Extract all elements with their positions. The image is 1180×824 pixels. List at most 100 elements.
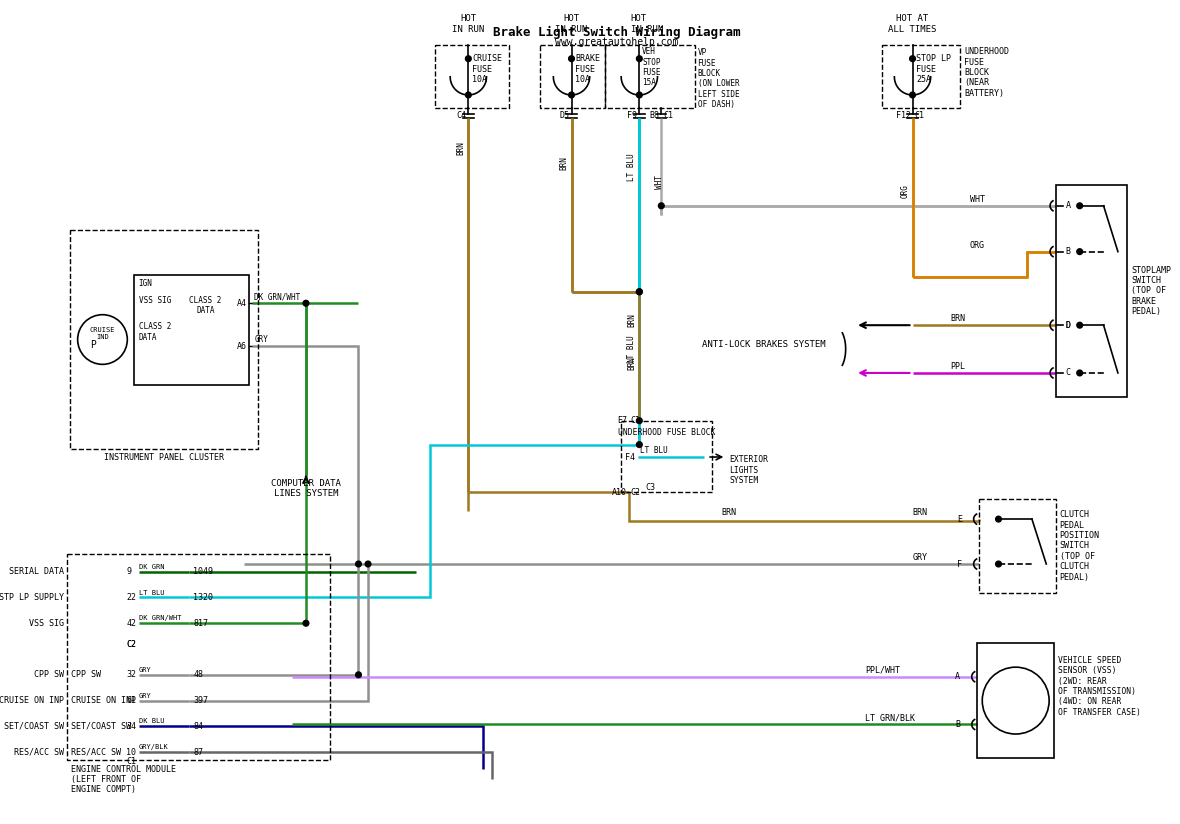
Text: STOP LP
FUSE
25A: STOP LP FUSE 25A: [917, 54, 951, 84]
Text: BRN: BRN: [628, 357, 636, 370]
Text: SERIAL DATA: SERIAL DATA: [9, 567, 64, 576]
Text: B8: B8: [649, 111, 660, 120]
Text: C2: C2: [126, 639, 137, 648]
Circle shape: [1077, 370, 1082, 376]
Circle shape: [365, 561, 371, 567]
Text: ORG: ORG: [970, 241, 985, 250]
Text: A10: A10: [612, 488, 627, 497]
Text: DK GRN: DK GRN: [139, 564, 164, 569]
Text: CPP SW: CPP SW: [34, 670, 64, 679]
Bar: [977, 644, 1054, 758]
Text: C3: C3: [645, 483, 655, 492]
Text: HOT
IN RUN: HOT IN RUN: [452, 15, 485, 34]
Circle shape: [996, 517, 1002, 522]
Text: 9: 9: [126, 567, 131, 576]
Circle shape: [1077, 249, 1082, 255]
Text: LT BLU: LT BLU: [139, 589, 164, 596]
Circle shape: [636, 56, 642, 62]
Text: C: C: [1066, 368, 1070, 377]
Text: D: D: [1066, 321, 1070, 330]
Text: ORG: ORG: [900, 185, 910, 199]
Text: CRUISE
IND: CRUISE IND: [90, 327, 116, 340]
Text: E: E: [957, 515, 962, 523]
Text: F12: F12: [896, 111, 911, 120]
Text: E7: E7: [617, 416, 627, 425]
Text: 817: 817: [194, 619, 208, 628]
Circle shape: [303, 301, 309, 306]
Circle shape: [465, 92, 471, 98]
Text: C1: C1: [914, 111, 924, 120]
Text: INSTRUMENT PANEL CLUSTER: INSTRUMENT PANEL CLUSTER: [104, 453, 224, 462]
Text: HOT
IN RUN: HOT IN RUN: [631, 15, 663, 34]
Text: CLASS 2
DATA: CLASS 2 DATA: [190, 296, 222, 315]
Text: VEHICLE SPEED
SENSOR (VSS)
(2WD: REAR
OF TRANSMISSION)
(4WD: ON REAR
OF TRANSFER: VEHICLE SPEED SENSOR (VSS) (2WD: REAR OF…: [1057, 656, 1141, 717]
Circle shape: [636, 442, 642, 447]
Bar: [540, 45, 605, 108]
Text: BRN: BRN: [721, 508, 736, 517]
Bar: [1056, 185, 1127, 397]
Text: WHT: WHT: [655, 175, 664, 189]
Circle shape: [569, 56, 575, 62]
Text: DK GRN/WHT: DK GRN/WHT: [139, 616, 182, 621]
Text: 42: 42: [126, 619, 137, 628]
Text: D5: D5: [559, 111, 570, 120]
Bar: [881, 45, 961, 108]
Text: RES/ACC SW: RES/ACC SW: [14, 747, 64, 756]
Text: 22: 22: [126, 593, 137, 602]
Text: LT BLU: LT BLU: [628, 154, 636, 181]
Bar: [621, 421, 712, 493]
Text: F9: F9: [628, 111, 637, 120]
Text: A4: A4: [237, 299, 247, 307]
Circle shape: [355, 672, 361, 677]
Bar: [67, 555, 330, 760]
Text: B: B: [1066, 247, 1070, 256]
Text: LT BLU: LT BLU: [641, 446, 668, 455]
Text: B: B: [956, 720, 961, 729]
Text: 10: 10: [126, 747, 137, 756]
Text: BRN: BRN: [457, 142, 465, 156]
Text: BRN: BRN: [912, 508, 927, 517]
Text: P: P: [90, 340, 96, 350]
Text: Brake Light Switch Wiring Diagram: Brake Light Switch Wiring Diagram: [493, 26, 740, 40]
Text: GRY/BLK: GRY/BLK: [139, 744, 169, 751]
Circle shape: [636, 92, 642, 98]
Text: C2: C2: [631, 488, 641, 497]
Text: C1: C1: [663, 111, 674, 120]
Circle shape: [636, 289, 642, 295]
Text: SET/COAST SW: SET/COAST SW: [71, 722, 131, 731]
Text: 84: 84: [194, 722, 203, 731]
Text: VSS SIG: VSS SIG: [30, 619, 64, 628]
Text: PPL: PPL: [951, 362, 965, 371]
Circle shape: [303, 620, 309, 626]
Text: 61: 61: [126, 696, 137, 705]
Text: IGN: IGN: [139, 279, 152, 288]
Circle shape: [658, 203, 664, 208]
Text: GRY: GRY: [139, 693, 151, 699]
Text: CRUISE ON INP: CRUISE ON INP: [71, 696, 136, 705]
Circle shape: [996, 561, 1002, 567]
Text: D: D: [1066, 321, 1070, 330]
Text: GRY: GRY: [139, 667, 151, 673]
Circle shape: [569, 92, 575, 98]
Text: A: A: [1066, 201, 1070, 210]
Text: CLASS 2
DATA: CLASS 2 DATA: [139, 322, 171, 342]
Text: EXTERIOR
LIGHTS
SYSTEM: EXTERIOR LIGHTS SYSTEM: [729, 455, 768, 485]
Text: VP
FUSE
BLOCK
(ON LOWER
LEFT SIDE
OF DASH): VP FUSE BLOCK (ON LOWER LEFT SIDE OF DAS…: [697, 48, 739, 109]
Bar: [435, 45, 510, 108]
Text: VEH
STOP
FUSE
15A: VEH STOP FUSE 15A: [642, 47, 661, 87]
Circle shape: [1077, 203, 1082, 208]
Text: 1320: 1320: [194, 593, 214, 602]
Bar: [70, 230, 258, 449]
Circle shape: [636, 418, 642, 424]
Text: 87: 87: [194, 747, 203, 756]
Text: C2: C2: [126, 639, 137, 648]
Text: SET/COAST SW: SET/COAST SW: [5, 722, 64, 731]
Text: HOT AT
ALL TIMES: HOT AT ALL TIMES: [889, 15, 937, 34]
Text: C1: C1: [631, 416, 641, 425]
Bar: [979, 499, 1056, 592]
Text: BRAKE
FUSE
10A: BRAKE FUSE 10A: [576, 54, 601, 84]
Circle shape: [1077, 322, 1082, 328]
Text: 32: 32: [126, 670, 137, 679]
Text: F4: F4: [625, 452, 635, 461]
Text: CRUISE ON INP: CRUISE ON INP: [0, 696, 64, 705]
